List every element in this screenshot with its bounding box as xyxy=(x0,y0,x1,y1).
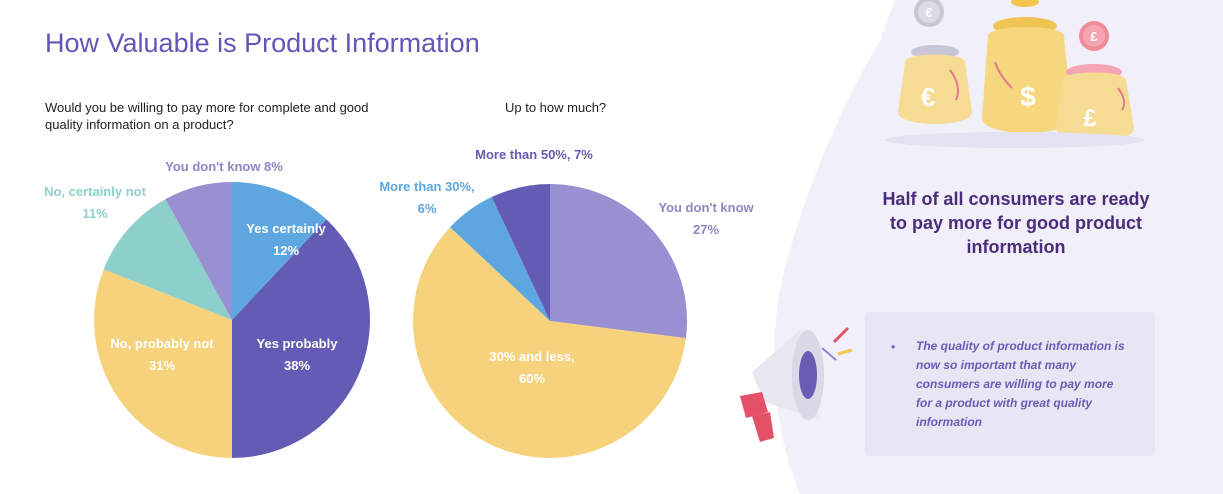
page-title: How Valuable is Product Information xyxy=(45,28,480,58)
slice-value-label: 60% xyxy=(519,371,545,386)
chart2-slice-30-and-less xyxy=(413,227,686,458)
chart1-slice-no-probably-not xyxy=(93,269,233,458)
slice-value-label: 38% xyxy=(284,358,310,373)
slice-value-label: 12% xyxy=(273,243,299,258)
slice-name-label: More than 30%, xyxy=(379,179,474,194)
chart1-label-no-certainly-not: No, certainly not 11% xyxy=(44,184,147,221)
chart-1-question: Would you be willing to pay more for com… xyxy=(45,100,369,132)
slice-value-label: 11% xyxy=(82,206,108,221)
dollar-money-bag-icon: $ xyxy=(982,17,1072,133)
euro-coin-icon: € xyxy=(914,0,944,27)
slice-name-label: You don't know 8% xyxy=(165,159,283,174)
chart1-slice-yes-certainly xyxy=(232,182,327,320)
headline: Half of all consumers are ready to pay m… xyxy=(882,189,1150,257)
chart2-slice-you-don-t-know xyxy=(550,184,687,339)
pound-money-bag-icon: £ xyxy=(1056,64,1134,142)
bullet-icon: • xyxy=(891,340,896,354)
chart2-slice-more-than-30 xyxy=(450,197,550,321)
chart1-slice-no-certainly-not xyxy=(103,199,232,320)
slice-name-label: You don't know xyxy=(658,200,754,215)
slice-name-label: No, certainly not xyxy=(44,184,147,199)
chart2-label-you-don-t-know: You don't know 27% xyxy=(658,200,754,237)
megaphone-icon xyxy=(740,326,853,442)
svg-text:£: £ xyxy=(1083,105,1097,132)
slice-value-label: 31% xyxy=(149,358,175,373)
chart1-label-yes-probably: Yes probably 38% xyxy=(257,336,339,373)
note-box: • The quality of product information is … xyxy=(865,312,1155,456)
slice-name-label: No, probably not xyxy=(110,336,214,351)
slice-name-label: Yes certainly xyxy=(246,221,326,236)
chart2-label-more-than-30: More than 30%, 6% xyxy=(379,179,474,216)
svg-text:€: € xyxy=(921,82,935,112)
euro-money-bag-icon: € xyxy=(898,45,972,124)
chart2-label-more-than-50: More than 50%, 7% xyxy=(475,147,593,162)
chart2-slice-more-than-50 xyxy=(491,184,550,321)
chart1-label-no-probably-not: No, probably not 31% xyxy=(110,336,214,373)
bag-shadow xyxy=(885,132,1145,148)
slice-value-label: 27% xyxy=(693,222,719,237)
slice-name-label: More than 50%, 7% xyxy=(475,147,593,162)
chart1-label-yes-certainly: Yes certainly 12% xyxy=(246,221,326,258)
chart1-slice-you-don-t-know xyxy=(165,182,232,320)
svg-text:£: £ xyxy=(1090,29,1098,44)
slice-value-label: 6% xyxy=(418,201,437,216)
chart-2-question: Up to how much? xyxy=(505,100,607,115)
note-text: The quality of product information is no… xyxy=(916,339,1125,429)
coin-stack-icon xyxy=(1011,0,1039,7)
svg-text:€: € xyxy=(925,5,932,20)
chart1-slice-yes-probably xyxy=(232,219,370,458)
slice-name-label: 30% and less, xyxy=(489,349,574,364)
svg-text:$: $ xyxy=(1020,81,1036,112)
chart1-label-you-don-t-know: You don't know 8% xyxy=(165,159,283,174)
pound-coin-icon: £ xyxy=(1079,21,1109,51)
chart2-label-30-and-less: 30% and less, 60% xyxy=(489,349,574,386)
slice-name-label: Yes probably xyxy=(257,336,339,351)
